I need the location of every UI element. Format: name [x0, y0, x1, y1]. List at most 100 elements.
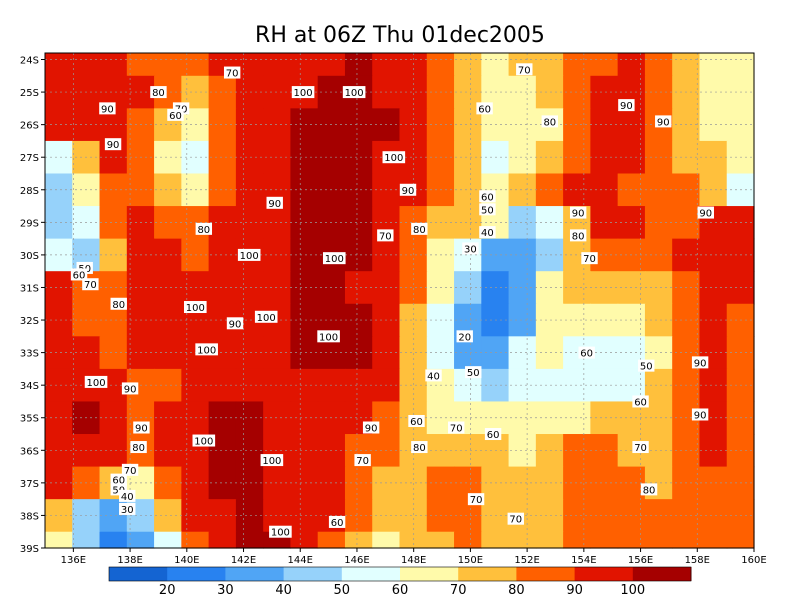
contour-label-text: 70	[583, 254, 596, 265]
contour-label: 90	[691, 408, 709, 421]
contour-label-text: 20	[458, 332, 471, 343]
rh-cell	[45, 401, 73, 435]
contour-label-text: 80	[413, 225, 426, 236]
contour-label-text: 60	[112, 476, 125, 487]
contour-label-text: 90	[101, 104, 114, 115]
rh-cell	[99, 206, 128, 240]
rh-cell	[181, 531, 210, 549]
rh-cell	[344, 466, 373, 500]
rh-cell	[644, 238, 673, 272]
rh-cell	[45, 173, 73, 207]
contour-label-text: 100	[319, 332, 338, 343]
contour-label-bg	[99, 102, 116, 115]
rh-cell	[672, 53, 701, 77]
contour-label-bg	[184, 301, 207, 314]
contour-label-text: 100	[197, 345, 216, 356]
contour-label: 100	[322, 252, 346, 265]
rh-cell	[699, 466, 728, 500]
contour-label: 100	[237, 248, 261, 262]
rh-cell	[208, 368, 237, 403]
contour-label-text: 100	[294, 88, 313, 99]
rh-cell	[508, 108, 537, 142]
contour-label-text: 90	[694, 358, 707, 369]
rh-cell	[290, 173, 319, 207]
contour-label: 70	[581, 252, 598, 265]
contour-label: 100	[184, 301, 207, 314]
contour-label-bg	[408, 414, 425, 427]
contour-label-bg	[467, 493, 485, 506]
rh-cell	[45, 108, 73, 142]
contour-label: 100	[269, 525, 292, 539]
rh-cell	[154, 303, 182, 337]
contour-label: 60	[479, 190, 496, 203]
contour-label-text: 70	[518, 65, 531, 76]
contour-label: 100	[260, 454, 284, 467]
rh-cell	[99, 531, 128, 549]
contour-label-text: 90	[268, 199, 281, 210]
contour-label: 70	[448, 421, 465, 435]
contour-label-text: 50	[640, 362, 653, 373]
rh-cell	[699, 238, 728, 272]
contour-label-text: 100	[384, 153, 403, 164]
rh-cell	[208, 401, 237, 435]
rh-cell	[481, 53, 510, 77]
contour-label: 80	[195, 222, 213, 236]
contour-label: 70	[467, 493, 485, 506]
rh-cell	[290, 140, 319, 175]
rh-cell	[344, 108, 373, 142]
rh-cell	[344, 499, 373, 533]
colorbar-label: 60	[392, 583, 409, 598]
rh-cell	[208, 75, 237, 109]
rh-cell	[344, 173, 373, 207]
contour-label-text: 90	[402, 186, 415, 197]
rh-cell	[99, 238, 128, 272]
colorbar-swatch	[341, 567, 401, 581]
rh-cell	[344, 206, 373, 240]
contour-label-bg	[448, 421, 465, 434]
rh-cell	[99, 434, 128, 468]
contour-label-bg	[479, 203, 496, 216]
rh-cell	[208, 531, 237, 549]
rh-cell	[99, 401, 128, 435]
y-tick-label: 31S	[20, 283, 39, 294]
contour-label-bg	[632, 441, 649, 454]
rh-cell	[290, 108, 319, 142]
rh-cell	[208, 499, 237, 533]
rh-cell	[290, 303, 319, 337]
y-tick-label: 27S	[20, 153, 39, 164]
contour-label-bg	[110, 297, 127, 310]
rh-cell	[508, 173, 537, 207]
rh-cell	[454, 531, 482, 549]
rh-cell	[208, 140, 237, 175]
rh-cell	[290, 531, 319, 549]
contour-label-text: 70	[634, 443, 647, 454]
contour-label-text: 80	[132, 443, 145, 454]
contour-label-text: 60	[634, 397, 647, 408]
rh-cell	[699, 53, 728, 77]
contour-label-bg	[569, 229, 587, 242]
rh-cell	[99, 173, 128, 207]
x-tick-label: 158E	[685, 555, 710, 566]
contour-label-bg	[291, 86, 315, 99]
contour-label-bg	[638, 359, 655, 372]
rh-cell	[235, 531, 264, 549]
contour-label: 90	[266, 196, 283, 210]
contour-label-text: 50	[481, 205, 494, 216]
contour-label-bg	[110, 473, 127, 486]
x-tick-label: 142E	[231, 555, 256, 566]
rh-cell	[644, 303, 673, 337]
rh-cell	[290, 271, 319, 305]
y-tick-label: 32S	[20, 316, 39, 327]
contour-label-bg	[237, 248, 261, 261]
contour-label-bg	[260, 454, 284, 467]
rh-cell	[699, 140, 728, 175]
contour-label-bg	[121, 463, 139, 476]
rh-cell	[290, 499, 319, 533]
colorbar-swatch	[167, 567, 226, 581]
rh-cell	[535, 531, 564, 549]
rh-cell	[45, 271, 73, 305]
colorbar-label: 30	[217, 583, 234, 598]
x-tick-label: 160E	[741, 555, 766, 566]
rh-cell	[45, 53, 73, 77]
rh-cell	[699, 108, 728, 142]
